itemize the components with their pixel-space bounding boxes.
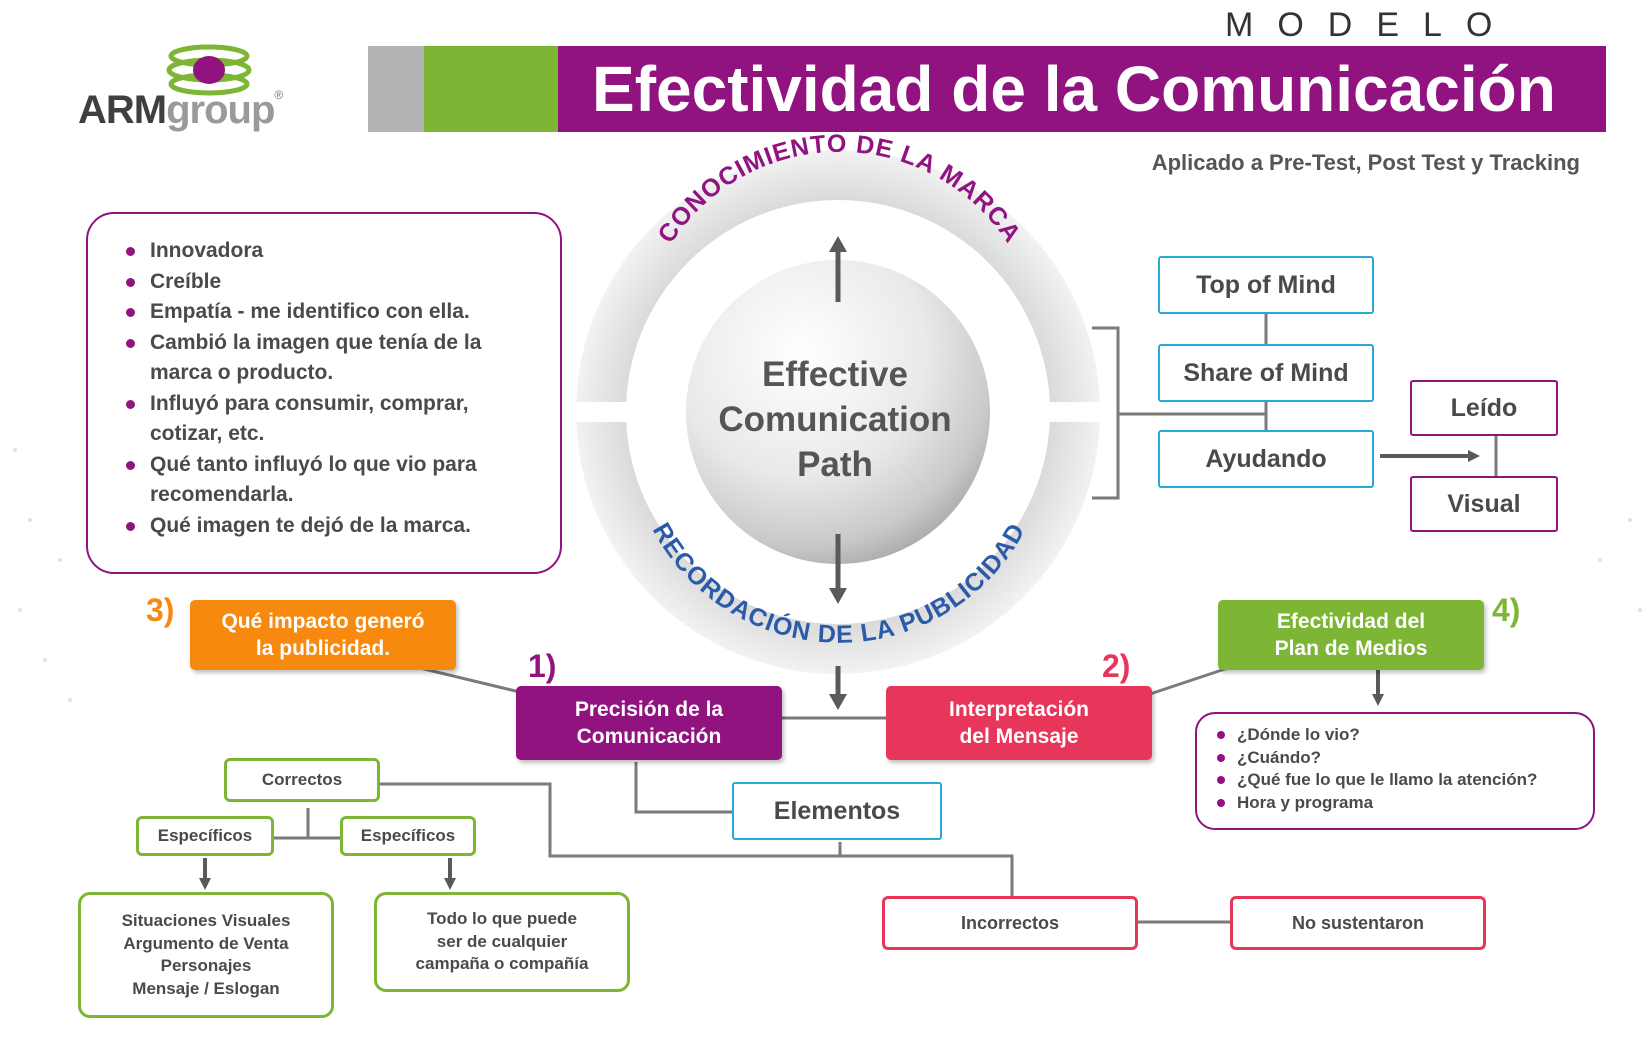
media-question: ¿Dónde lo vio?	[1215, 724, 1583, 747]
any-campaign-box: Todo lo que puede ser de cualquier campa…	[374, 892, 630, 992]
header-band-green	[424, 46, 558, 132]
attribute-item: Creíble	[120, 267, 542, 298]
media-question: ¿Qué fue lo que le llamo la atención?	[1215, 769, 1583, 792]
ayudando-box: Ayudando	[1158, 430, 1374, 488]
logo-group: group	[166, 88, 275, 132]
attribute-item: Qué imagen te dejó de la marca.	[120, 511, 542, 542]
background-dots	[13, 448, 1642, 702]
vertical-arrows	[829, 236, 847, 710]
center-line-3: Path	[797, 445, 873, 484]
especificos-right-box: Específicos	[340, 816, 476, 856]
logo-wordmark: ARMgroup®	[78, 88, 283, 133]
small-arrows	[199, 450, 1480, 890]
no-sustentaron-box: No sustentaron	[1230, 896, 1486, 950]
logo-registered: ®	[274, 88, 284, 102]
elementos-box: Elementos	[732, 782, 942, 840]
share-of-mind-box: Share of Mind	[1158, 344, 1374, 402]
header-band-gray	[368, 46, 424, 132]
step-number-3: 3)	[146, 592, 175, 628]
page-subtitle: Aplicado a Pre-Test, Post Test y Trackin…	[1151, 150, 1580, 175]
attribute-item: Innovadora	[120, 236, 542, 267]
attribute-item: Qué tanto influyó lo que vio para recome…	[120, 450, 542, 511]
media-plan-box: Efectividad del Plan de Medios	[1218, 600, 1484, 670]
especificos-left-box: Específicos	[136, 816, 274, 856]
media-questions-panel: ¿Dónde lo vio? ¿Cuándo? ¿Qué fue lo que …	[1195, 712, 1595, 830]
detail-line: Argumento de Venta	[123, 933, 289, 953]
top-of-mind-box: Top of Mind	[1158, 256, 1374, 314]
precision-box: Precisión de la Comunicación	[516, 686, 782, 760]
impact-box: Qué impacto generó la publicidad.	[190, 600, 456, 670]
correctos-box: Correctos	[224, 758, 380, 802]
detail-line: Situaciones Visuales	[121, 911, 291, 930]
logo-rings-icon	[166, 44, 252, 96]
detail-line: Mensaje / Eslogan	[132, 978, 280, 998]
modelo-label: MODELO	[1225, 6, 1517, 44]
detail-line: ser de cualquier	[436, 931, 568, 951]
step-number-4: 4)	[1492, 592, 1521, 628]
interpretation-line-2: del Mensaje	[959, 725, 1079, 748]
leido-box: Leído	[1410, 380, 1558, 436]
incorrectos-box: Incorrectos	[882, 896, 1138, 950]
center-sphere	[686, 260, 990, 564]
communication-ring	[570, 150, 1106, 674]
attributes-panel: Innovadora Creíble Empatía - me identifi…	[86, 212, 562, 574]
impact-line-2: la publicidad.	[255, 637, 391, 660]
diagram-lines	[274, 314, 1498, 924]
page-title: Efectividad de la Comunicación	[558, 46, 1606, 132]
media-questions-list: ¿Dónde lo vio? ¿Cuándo? ¿Qué fue lo que …	[1215, 724, 1583, 814]
interpretation-box: Interpretación del Mensaje	[886, 686, 1152, 760]
detail-line: Todo lo que puede	[427, 909, 577, 929]
media-plan-line-2: Plan de Medios	[1274, 637, 1428, 660]
visual-situations-box: Situaciones Visuales Argumento de Venta …	[78, 892, 334, 1018]
logo-arm: ARM	[78, 88, 167, 132]
interpretation-line-1: Interpretación	[948, 698, 1090, 721]
step-number-2: 2)	[1102, 648, 1131, 684]
center-title: Effective Comunication Path	[690, 352, 980, 487]
center-line-2: Comunication	[718, 400, 952, 439]
detail-line: Personajes	[160, 956, 252, 975]
attribute-item: Influyó para consumir, comprar, cotizar,…	[120, 389, 542, 450]
center-line-1: Effective	[762, 355, 908, 394]
precision-line-1: Precisión de la	[574, 698, 724, 721]
impact-line-1: Qué impacto generó	[221, 610, 425, 633]
precision-line-2: Comunicación	[576, 725, 722, 748]
media-question: ¿Cuándo?	[1215, 747, 1583, 770]
attribute-item: Cambió la imagen que tenía de la marca o…	[120, 328, 542, 389]
attribute-item: Empatía - me identifico con ella.	[120, 297, 542, 328]
media-plan-line-1: Efectividad del	[1276, 610, 1426, 633]
detail-line: campaña o compañía	[415, 954, 589, 974]
attributes-list: Innovadora Creíble Empatía - me identifi…	[120, 236, 542, 541]
media-question: Hora y programa	[1215, 792, 1583, 815]
visual-box: Visual	[1410, 476, 1558, 532]
step-number-1: 1)	[528, 648, 557, 684]
